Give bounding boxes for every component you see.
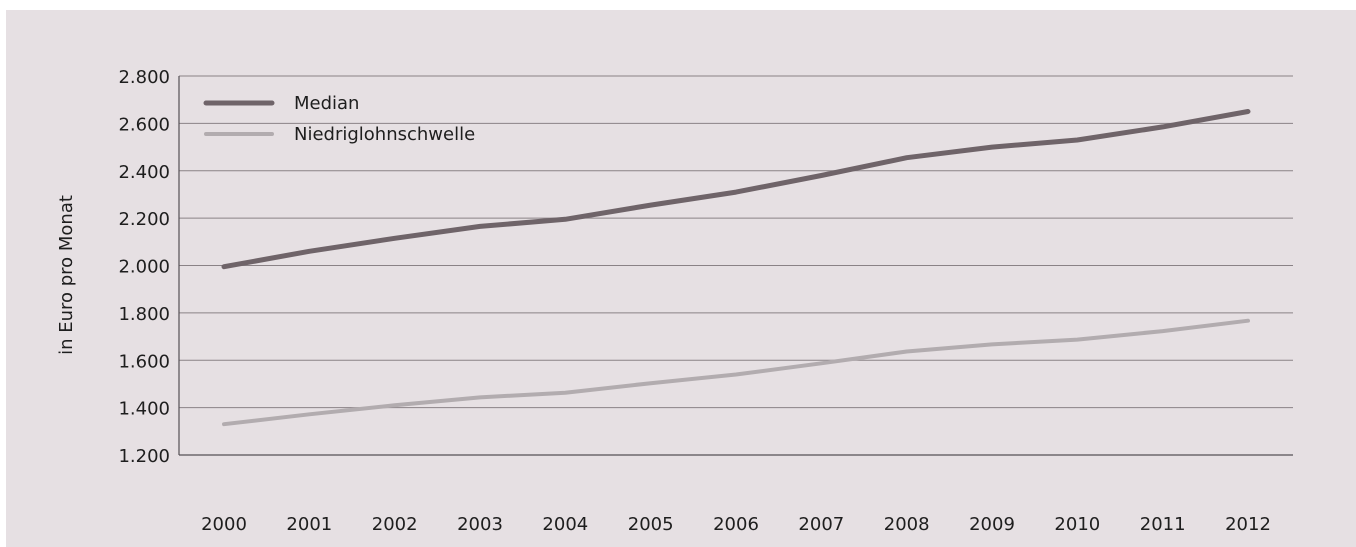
line-chart: 1.200 1.400 1.600 1.800 2.000 2.200 2.400 2.600… bbox=[56, 67, 1293, 535]
x-tick-label: 2001 bbox=[286, 514, 332, 535]
x-tick-label: 2006 bbox=[713, 514, 759, 535]
gridlines bbox=[179, 75, 1293, 409]
x-tick-labels: 2000 2001 2002 2003 2004 2005 2006 2007 2008 2009… bbox=[201, 514, 1271, 535]
legend-label-median: Median bbox=[294, 93, 359, 114]
chart-panel: 1.200 1.400 1.600 1.800 2.000 2.200 2.400 2.600… bbox=[6, 10, 1356, 547]
x-tick-label: 2004 bbox=[542, 514, 588, 535]
x-tick-label: 2002 bbox=[372, 514, 418, 535]
series bbox=[221, 109, 1251, 427]
y-tick-label: 2.000 bbox=[118, 257, 170, 278]
y-tick-label: 2.800 bbox=[118, 67, 170, 88]
y-tick-label: 2.600 bbox=[118, 114, 170, 135]
x-tick-label: 2007 bbox=[798, 514, 844, 535]
x-tick-label: 2008 bbox=[884, 514, 930, 535]
series-line-median bbox=[221, 109, 1251, 270]
x-tick-label: 2010 bbox=[1054, 514, 1100, 535]
y-axis-title: in Euro pro Monat bbox=[56, 195, 77, 355]
axes bbox=[178, 76, 1293, 456]
x-tick-label: 2005 bbox=[628, 514, 674, 535]
y-tick-label: 1.600 bbox=[118, 351, 170, 372]
y-tick-label: 1.800 bbox=[118, 304, 170, 325]
x-tick-label: 2003 bbox=[457, 514, 503, 535]
legend-label-niedriglohnschwelle: Niedriglohnschwelle bbox=[294, 124, 475, 145]
legend: Median Niedriglohnschwelle bbox=[203, 93, 475, 145]
y-tick-labels: 1.200 1.400 1.600 1.800 2.000 2.200 2.400 2.600… bbox=[118, 67, 170, 467]
y-tick-label: 1.400 bbox=[118, 399, 170, 420]
y-tick-label: 2.400 bbox=[118, 162, 170, 183]
y-tick-label: 1.200 bbox=[118, 446, 170, 467]
y-tick-label: 2.200 bbox=[118, 209, 170, 230]
x-tick-label: 2000 bbox=[201, 514, 247, 535]
series-line-niedriglohnschwelle bbox=[222, 318, 1250, 427]
x-tick-label: 2009 bbox=[969, 514, 1015, 535]
x-tick-label: 2011 bbox=[1140, 514, 1186, 535]
x-tick-label: 2012 bbox=[1225, 514, 1271, 535]
